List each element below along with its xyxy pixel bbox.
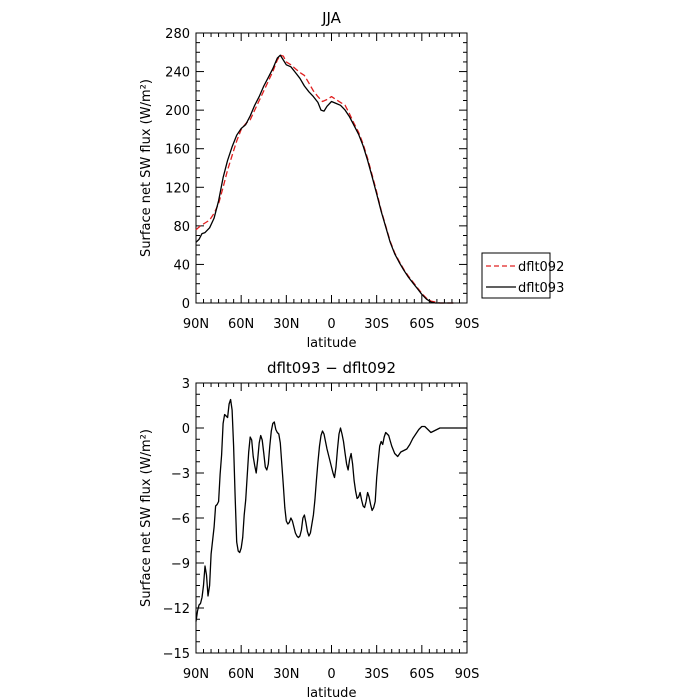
bottom-chart-difference: dflt093 − dflt092 −15 −12 −9 −6 −3 0 3 90N 60N 30N… [139, 359, 479, 700]
y-axis-label: Surface net SW flux (W/m²) [139, 79, 154, 257]
x-tick-label: 60N [228, 317, 254, 332]
x-tick-label: 60S [409, 667, 434, 682]
x-tick-label: 0 [327, 317, 335, 332]
chart-title: JJA [321, 9, 342, 27]
y-tick-label: 0 [182, 422, 190, 437]
y-tick-label: 40 [173, 258, 190, 273]
x-tick-label: 30S [364, 317, 389, 332]
y-tick-label: −12 [163, 602, 190, 617]
x-tick-label: 30N [273, 317, 299, 332]
x-tick-label: 90S [455, 667, 480, 682]
x-tick-label: 30N [273, 667, 299, 682]
y-tick-label: 80 [173, 220, 190, 235]
x-tick-label: 30S [364, 667, 389, 682]
x-axis-label: latitude [307, 686, 357, 700]
x-tick-label: 60S [409, 317, 434, 332]
x-axis-label: latitude [307, 336, 357, 351]
legend-label-dflt092: dflt092 [518, 260, 564, 275]
plot-frame [195, 382, 468, 654]
y-tick-label: −15 [163, 647, 190, 662]
plot-frame [195, 32, 468, 304]
y-tick-label: −3 [171, 467, 190, 482]
x-tick-label: 90N [183, 317, 209, 332]
series-line-dflt093 [195, 54, 454, 304]
y-tick-label: 160 [165, 143, 190, 158]
y-axis-label: Surface net SW flux (W/m²) [139, 429, 154, 607]
y-tick-label: 0 [182, 297, 190, 312]
y-tick-label: 280 [165, 27, 190, 42]
top-chart-jja: JJA 0 40 80 120 160 200 240 280 90N 60N 30N 0 30S 60S 9… [139, 9, 564, 351]
chart-title: dflt093 − dflt092 [267, 359, 396, 377]
y-tick-label: 200 [165, 104, 190, 119]
y-tick-label: 240 [165, 66, 190, 81]
legend-box [481, 252, 551, 299]
x-tick-label: 60N [228, 667, 254, 682]
x-tick-label: 90N [183, 667, 209, 682]
series-line-dflt092 [195, 54, 454, 304]
y-tick-label: 120 [165, 181, 190, 196]
x-tick-label: 0 [327, 667, 335, 682]
x-tick-label: 90S [455, 317, 480, 332]
y-tick-label: −6 [171, 512, 190, 527]
series-line-diff-0 [195, 398, 467, 622]
y-tick-label: −9 [171, 557, 190, 572]
legend: dflt092 dflt093 [481, 252, 564, 299]
legend-label-dflt093: dflt093 [518, 281, 564, 296]
y-tick-label: 3 [182, 377, 190, 392]
